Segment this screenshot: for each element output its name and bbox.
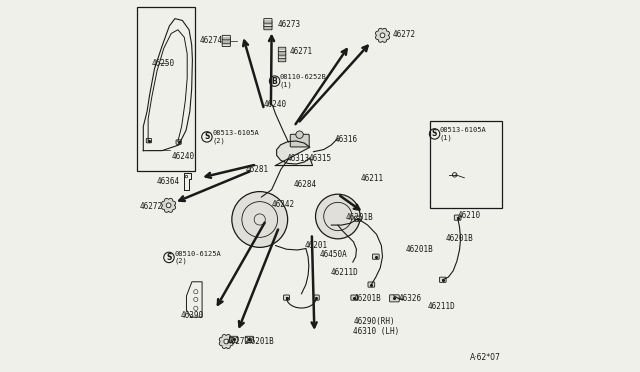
Text: 46201B: 46201B <box>406 245 433 254</box>
Text: 46271: 46271 <box>289 47 312 56</box>
Text: 08110-6252B: 08110-6252B <box>280 74 326 80</box>
Text: 46201B: 46201B <box>445 234 474 243</box>
FancyBboxPatch shape <box>264 22 272 26</box>
Circle shape <box>380 33 385 38</box>
Polygon shape <box>376 28 390 42</box>
FancyBboxPatch shape <box>284 295 289 300</box>
Polygon shape <box>161 198 175 212</box>
FancyBboxPatch shape <box>390 295 399 302</box>
Circle shape <box>166 203 171 208</box>
FancyBboxPatch shape <box>351 295 358 300</box>
Text: A·62*07: A·62*07 <box>470 353 500 362</box>
Text: 46211D: 46211D <box>330 268 358 277</box>
Text: 46210: 46210 <box>458 211 481 220</box>
Text: (2): (2) <box>213 137 226 144</box>
FancyBboxPatch shape <box>278 54 286 58</box>
FancyBboxPatch shape <box>222 35 230 40</box>
Text: 46250: 46250 <box>152 59 175 68</box>
FancyBboxPatch shape <box>264 19 272 23</box>
FancyBboxPatch shape <box>291 134 309 147</box>
Text: 08513-6105A: 08513-6105A <box>439 127 486 133</box>
FancyBboxPatch shape <box>147 138 152 143</box>
FancyBboxPatch shape <box>230 336 238 342</box>
Text: 46450A: 46450A <box>320 250 348 259</box>
Text: 46240: 46240 <box>172 152 195 161</box>
Text: S: S <box>204 132 209 141</box>
FancyBboxPatch shape <box>278 51 286 55</box>
Text: 08510-6125A: 08510-6125A <box>175 251 221 257</box>
Text: 46272: 46272 <box>392 30 415 39</box>
Text: 46211: 46211 <box>360 174 383 183</box>
Text: 08513-6105A: 08513-6105A <box>213 130 260 136</box>
FancyBboxPatch shape <box>440 277 446 282</box>
Text: (1): (1) <box>280 81 292 88</box>
FancyBboxPatch shape <box>245 336 253 342</box>
FancyBboxPatch shape <box>176 140 181 144</box>
Text: 46272: 46272 <box>140 202 163 211</box>
FancyBboxPatch shape <box>355 216 362 221</box>
FancyBboxPatch shape <box>278 57 286 62</box>
Text: (1): (1) <box>439 134 452 141</box>
Polygon shape <box>275 141 312 166</box>
Text: 46316: 46316 <box>335 135 358 144</box>
Text: 46201: 46201 <box>305 241 328 250</box>
Text: (2): (2) <box>175 258 188 264</box>
Text: 46313: 46313 <box>287 154 310 163</box>
Circle shape <box>296 131 303 138</box>
Text: 46315: 46315 <box>309 154 332 163</box>
Circle shape <box>316 194 360 239</box>
Text: 46284: 46284 <box>294 180 317 189</box>
Text: S: S <box>432 129 437 138</box>
FancyBboxPatch shape <box>454 215 461 220</box>
Polygon shape <box>220 334 233 349</box>
Text: 46272: 46272 <box>227 337 250 346</box>
Text: 46201B: 46201B <box>346 213 373 222</box>
FancyBboxPatch shape <box>264 25 272 30</box>
Text: S: S <box>166 253 172 262</box>
Text: 46274: 46274 <box>200 36 223 45</box>
Text: 46364: 46364 <box>157 177 180 186</box>
Text: 46211D: 46211D <box>428 302 456 311</box>
Text: 46242: 46242 <box>271 200 295 209</box>
FancyBboxPatch shape <box>222 39 230 43</box>
FancyBboxPatch shape <box>278 47 286 52</box>
Text: B: B <box>272 77 278 86</box>
Text: 46201B: 46201B <box>353 294 381 303</box>
FancyBboxPatch shape <box>222 42 230 46</box>
Text: 46273: 46273 <box>277 20 300 29</box>
FancyBboxPatch shape <box>314 295 319 300</box>
Text: 46281: 46281 <box>246 165 269 174</box>
Text: 46326: 46326 <box>399 294 422 303</box>
FancyBboxPatch shape <box>368 282 374 287</box>
Circle shape <box>232 192 287 247</box>
Text: 46390: 46390 <box>180 311 204 320</box>
Text: 46240: 46240 <box>264 100 287 109</box>
Text: 46201B: 46201B <box>247 337 275 346</box>
Circle shape <box>224 339 228 344</box>
Text: 46290(RH): 46290(RH) <box>353 317 395 326</box>
Text: 46310 (LH): 46310 (LH) <box>353 327 400 336</box>
FancyBboxPatch shape <box>372 254 379 259</box>
